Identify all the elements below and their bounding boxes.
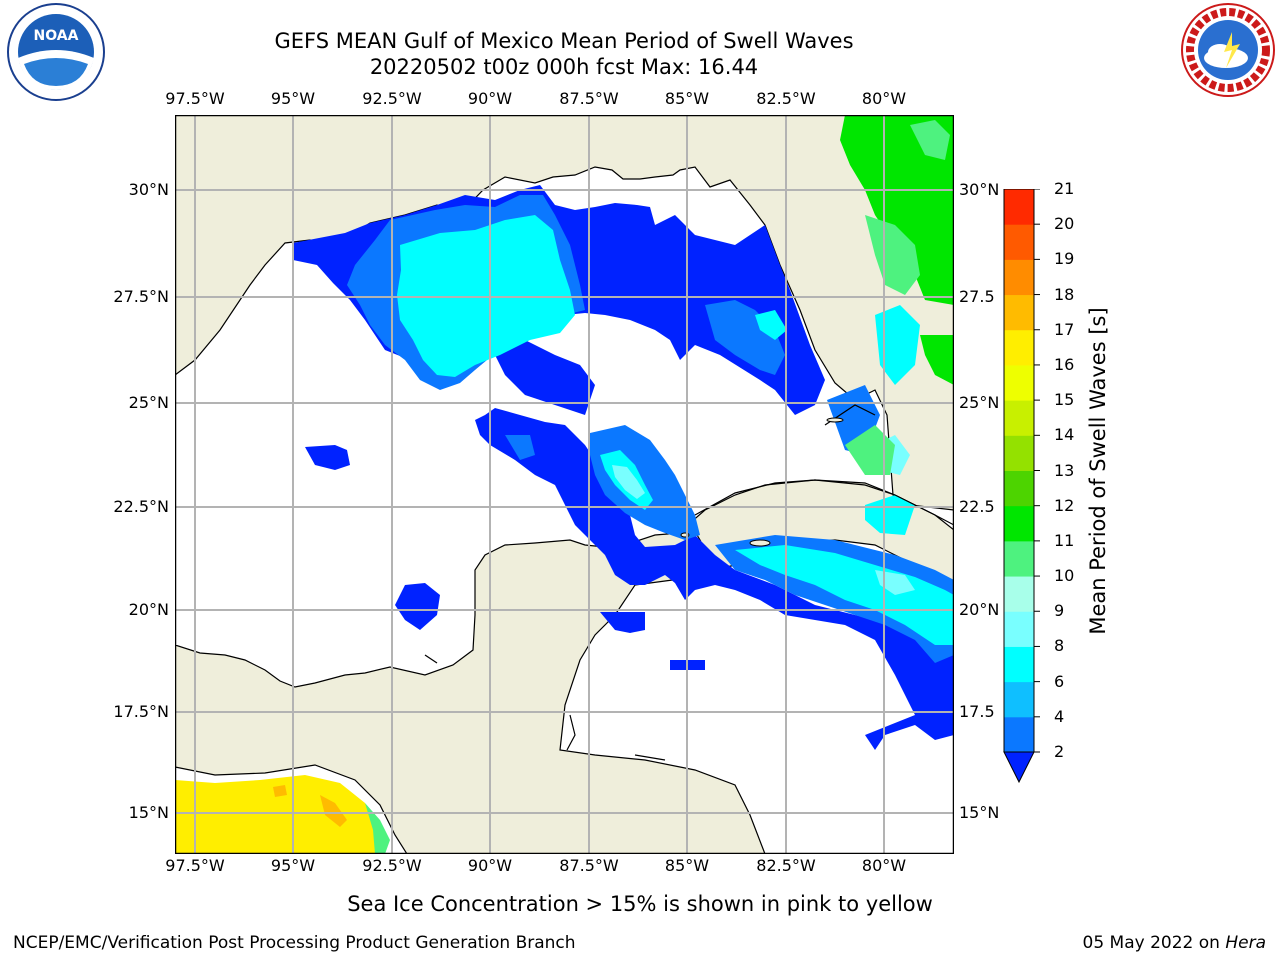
colorbar-tick-label: 19	[1054, 249, 1075, 269]
credit-left: NCEP/EMC/Verification Post Processing Pr…	[13, 933, 576, 953]
lat-label-right: 17.5	[959, 702, 995, 721]
colorbar-band	[1004, 470, 1034, 507]
swell-band-9-10	[845, 120, 950, 475]
lon-label-top: 90°W	[467, 89, 513, 108]
gridlines	[175, 115, 954, 854]
lat-label-right: 15°N	[959, 803, 1000, 822]
colorbar-band	[1004, 329, 1034, 366]
svg-text:NOAA: NOAA	[34, 28, 79, 44]
lat-label-left: 22.5°N	[113, 497, 169, 516]
lon-label-top: 80°W	[861, 89, 907, 108]
colorbar-band	[1004, 364, 1034, 401]
swell-band-pacific-edge	[365, 803, 390, 854]
sea-ice-note: Sea Ice Concentration > 15% is shown in …	[347, 892, 933, 916]
colorbar-tick-label: 11	[1054, 530, 1075, 550]
colorbar-tick-label: 17	[1054, 319, 1075, 339]
lat-label-left: 25°N	[128, 393, 169, 412]
colorbar-extend	[1003, 751, 1035, 784]
colorbar-band	[1004, 716, 1034, 753]
colorbar-tick-label: 16	[1054, 354, 1075, 374]
swell-band-16-17-pacific	[273, 785, 347, 827]
lat-label-right: 25°N	[959, 393, 1000, 412]
colorbar-tick-label: 2	[1054, 742, 1065, 761]
swell-band-9-12	[840, 115, 954, 385]
colorbar-band	[1004, 189, 1034, 225]
lon-label-top: 82.5°W	[756, 89, 816, 108]
islands	[680, 417, 844, 547]
colorbar-tick-label: 9	[1054, 601, 1065, 621]
colorbar-tick-label: 13	[1054, 460, 1075, 480]
colorbar-band	[1004, 294, 1034, 331]
colorbar-tick-label: 18	[1054, 284, 1075, 304]
lat-label-right: 30°N	[959, 180, 1000, 199]
lon-label-bottom: 97.5°W	[165, 856, 225, 875]
nws-logo	[1180, 2, 1276, 102]
lat-label-right: 20°N	[959, 600, 1000, 619]
lat-label-right: 27.5	[959, 287, 995, 306]
colorbar-tick-label: 12	[1054, 495, 1075, 515]
lon-label-top: 87.5°W	[559, 89, 619, 108]
colorbar-band	[1004, 435, 1034, 471]
colorbar-tick-label: 6	[1054, 671, 1065, 691]
credit-date: 05 May 2022 on	[1082, 933, 1226, 953]
lat-label-left: 20°N	[128, 600, 169, 619]
chart-subtitle: 20220502 t00z 000h fcst Max: 16.44	[369, 55, 759, 79]
colorbar-tick-label: 15	[1054, 390, 1075, 410]
colorbar-band	[1004, 259, 1034, 296]
lon-label-bottom: 95°W	[270, 856, 316, 875]
lat-label-right: 22.5	[959, 497, 995, 516]
colorbar-tick-label: 4	[1054, 706, 1065, 726]
colorbar-band	[1004, 224, 1034, 260]
chart-title: GEFS MEAN Gulf of Mexico Mean Period of …	[274, 29, 854, 53]
lon-label-bottom: 90°W	[467, 856, 513, 875]
colorbar-tick-label: 20	[1054, 214, 1075, 234]
colorbar-tick-label: 21	[1054, 179, 1075, 198]
lat-label-left: 17.5°N	[113, 702, 169, 721]
colorbar-tick-label: 14	[1054, 425, 1075, 445]
lon-label-top: 95°W	[270, 89, 316, 108]
colorbar-band	[1004, 576, 1034, 612]
colorbar-tick-label: 10	[1054, 566, 1075, 586]
colorbar-tick-label: 8	[1054, 636, 1065, 656]
noaa-logo: NOAA	[6, 2, 106, 106]
lat-label-left: 30°N	[128, 180, 169, 199]
lon-label-top: 92.5°W	[362, 89, 422, 108]
colorbar	[1002, 188, 1050, 793]
credit-right: 05 May 2022 on Hera	[1083, 933, 1267, 953]
lon-label-bottom: 92.5°W	[362, 856, 422, 875]
swell-band-15-16-pacific	[175, 775, 380, 854]
lon-label-top: 85°W	[664, 89, 710, 108]
credit-host: Hera	[1225, 933, 1266, 953]
colorbar-band	[1004, 611, 1034, 647]
lon-label-bottom: 87.5°W	[559, 856, 619, 875]
colorbar-band	[1004, 400, 1034, 436]
lat-label-left: 15°N	[128, 803, 169, 822]
map-panel	[175, 115, 954, 854]
lat-label-left: 27.5°N	[113, 287, 169, 306]
lon-label-bottom: 80°W	[861, 856, 907, 875]
colorbar-band	[1004, 646, 1034, 683]
lon-label-bottom: 82.5°W	[756, 856, 816, 875]
colorbar-band	[1004, 505, 1034, 542]
colorbar-band	[1004, 540, 1034, 577]
lon-label-bottom: 85°W	[664, 856, 710, 875]
coastline-details	[424, 404, 954, 761]
colorbar-title: Mean Period of Swell Waves [s]	[1086, 307, 1110, 635]
colorbar-band	[1004, 681, 1034, 718]
lon-label-top: 97.5°W	[165, 89, 225, 108]
